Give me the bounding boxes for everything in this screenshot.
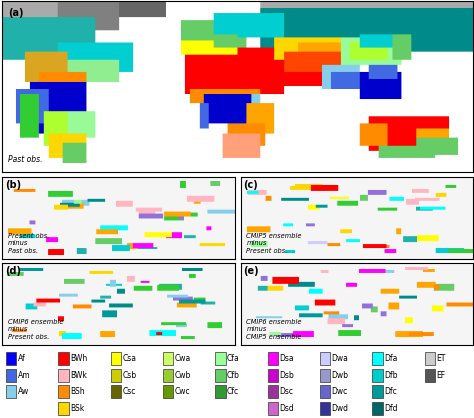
Bar xyxy=(425,369,435,382)
Text: (e): (e) xyxy=(244,266,259,276)
Bar xyxy=(6,352,17,365)
Text: CMIP5 ensemble
minus
Present obs.: CMIP5 ensemble minus Present obs. xyxy=(246,233,302,254)
Text: Present obs.
minus
Past obs.: Present obs. minus Past obs. xyxy=(8,233,50,254)
Bar xyxy=(6,369,17,382)
Bar xyxy=(320,369,330,382)
Bar xyxy=(163,385,173,398)
Text: Dsa: Dsa xyxy=(279,354,294,363)
Text: (a): (a) xyxy=(8,8,24,18)
Bar xyxy=(372,352,383,365)
Bar xyxy=(268,402,278,415)
Text: Dsc: Dsc xyxy=(279,387,293,396)
Text: EF: EF xyxy=(436,371,446,380)
Text: Dfc: Dfc xyxy=(384,387,397,396)
Text: Af: Af xyxy=(18,354,26,363)
Bar xyxy=(320,352,330,365)
Bar xyxy=(111,369,121,382)
Text: Cwa: Cwa xyxy=(175,354,191,363)
Text: (b): (b) xyxy=(5,180,21,190)
Bar xyxy=(372,402,383,415)
Text: ET: ET xyxy=(436,354,446,363)
Bar xyxy=(58,402,69,415)
Text: BSk: BSk xyxy=(70,404,84,413)
Text: Dsb: Dsb xyxy=(279,371,294,380)
Text: Cfc: Cfc xyxy=(227,387,239,396)
Text: (d): (d) xyxy=(5,266,21,276)
Text: Dwc: Dwc xyxy=(332,387,348,396)
Text: Cfa: Cfa xyxy=(227,354,240,363)
Bar xyxy=(320,402,330,415)
Text: Dsd: Dsd xyxy=(279,404,294,413)
Bar xyxy=(215,352,226,365)
Text: Dwb: Dwb xyxy=(332,371,349,380)
Bar xyxy=(58,369,69,382)
Bar xyxy=(111,385,121,398)
Text: CMIP6 ensemble
minus
CMIP5 ensemble: CMIP6 ensemble minus CMIP5 ensemble xyxy=(246,319,302,340)
Bar xyxy=(372,385,383,398)
Bar xyxy=(320,385,330,398)
Text: Aw: Aw xyxy=(18,387,29,396)
Bar xyxy=(215,369,226,382)
Text: Dwd: Dwd xyxy=(332,404,349,413)
Bar xyxy=(268,352,278,365)
Text: Csa: Csa xyxy=(122,354,137,363)
Bar xyxy=(111,352,121,365)
Text: BWk: BWk xyxy=(70,371,87,380)
Text: BSh: BSh xyxy=(70,387,85,396)
Text: (c): (c) xyxy=(244,180,258,190)
Bar xyxy=(425,352,435,365)
Text: Cwc: Cwc xyxy=(175,387,191,396)
Text: Cfb: Cfb xyxy=(227,371,240,380)
Bar xyxy=(372,369,383,382)
Text: BWh: BWh xyxy=(70,354,87,363)
Bar xyxy=(58,352,69,365)
Text: Csc: Csc xyxy=(122,387,136,396)
Text: Dfb: Dfb xyxy=(384,371,398,380)
Bar xyxy=(215,385,226,398)
Text: Csb: Csb xyxy=(122,371,137,380)
Text: Dfd: Dfd xyxy=(384,404,398,413)
Text: Past obs.: Past obs. xyxy=(8,155,43,164)
Text: Am: Am xyxy=(18,371,30,380)
Text: Dfa: Dfa xyxy=(384,354,397,363)
Bar xyxy=(163,369,173,382)
Text: Cwb: Cwb xyxy=(175,371,191,380)
Bar xyxy=(268,369,278,382)
Text: CMIP6 ensemble
minus
Present obs.: CMIP6 ensemble minus Present obs. xyxy=(8,319,64,340)
Bar xyxy=(6,385,17,398)
Text: Dwa: Dwa xyxy=(332,354,348,363)
Bar xyxy=(268,385,278,398)
Bar xyxy=(58,385,69,398)
Bar xyxy=(163,352,173,365)
